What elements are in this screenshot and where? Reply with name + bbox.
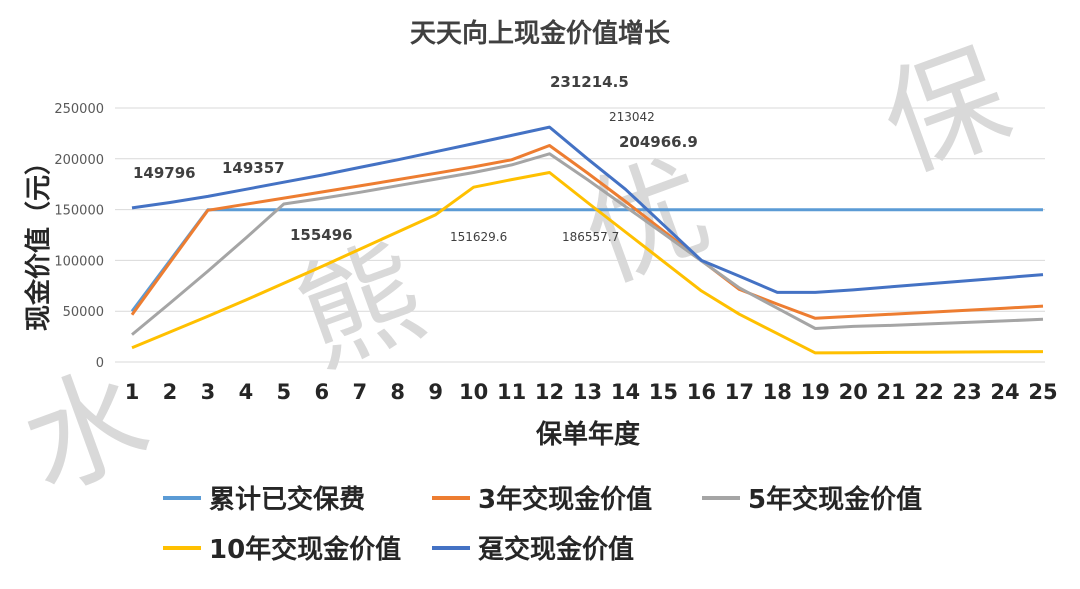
x-tick-label: 8 bbox=[390, 380, 405, 404]
legend-label: 3年交现金价值 bbox=[478, 484, 652, 515]
y-tick-label: 0 bbox=[96, 356, 104, 371]
y-tick-label: 200000 bbox=[54, 153, 104, 168]
series-line bbox=[130, 144, 1044, 320]
x-tick-label: 1 bbox=[125, 380, 140, 404]
legend-label: 趸交现金价值 bbox=[478, 534, 634, 565]
y-tick-label: 100000 bbox=[54, 254, 104, 269]
watermark-char: 水 bbox=[6, 346, 166, 518]
x-tick-label: 7 bbox=[352, 380, 367, 404]
x-tick-label: 15 bbox=[649, 380, 678, 404]
series-lines bbox=[130, 125, 1044, 355]
x-axis-ticks: 1 2 3 4 5 6 7 8 9 10 11 12 13 14 15 16 17 18 19 20 21 22 23 24 2… bbox=[125, 380, 1058, 404]
watermark: 水熊 优保 bbox=[6, 26, 1026, 518]
x-tick-label: 25 bbox=[1028, 380, 1057, 404]
data-label: 204966.9 bbox=[619, 133, 698, 151]
legend-label: 5年交现金价值 bbox=[748, 484, 922, 515]
x-tick-label: 24 bbox=[990, 380, 1019, 404]
x-tick-label: 3 bbox=[201, 380, 216, 404]
y-axis-ticks: 0 50000 100000 150000 200000 250000 bbox=[54, 102, 104, 371]
chart-title: 天天向上现金价值增长 bbox=[410, 18, 671, 49]
data-label: 213042 bbox=[609, 110, 655, 124]
y-tick-label: 250000 bbox=[54, 102, 104, 117]
x-tick-label: 14 bbox=[611, 380, 640, 404]
x-tick-label: 13 bbox=[573, 380, 602, 404]
series-line bbox=[131, 171, 1044, 355]
watermark-char: 保 bbox=[866, 26, 1026, 198]
data-label: 231214.5 bbox=[550, 73, 629, 91]
data-label: 186557.7 bbox=[562, 230, 619, 244]
x-tick-label: 19 bbox=[801, 380, 830, 404]
data-label: 149357 bbox=[222, 159, 285, 177]
legend: 累计已交保费 3年交现金价值 5年交现金价值 10年交现金价值 趸交现金价值 bbox=[163, 484, 922, 565]
series-line bbox=[131, 152, 1044, 336]
x-tick-label: 23 bbox=[952, 380, 981, 404]
x-tick-label: 5 bbox=[277, 380, 292, 404]
x-tick-label: 16 bbox=[687, 380, 716, 404]
x-tick-label: 6 bbox=[314, 380, 329, 404]
y-tick-label: 150000 bbox=[54, 204, 104, 219]
x-tick-label: 18 bbox=[763, 380, 792, 404]
x-tick-label: 2 bbox=[163, 380, 178, 404]
watermark-char: 熊 bbox=[281, 221, 441, 393]
data-label: 155496 bbox=[290, 226, 353, 244]
series-line bbox=[131, 125, 1044, 294]
x-tick-label: 11 bbox=[497, 380, 526, 404]
legend-label: 10年交现金价值 bbox=[209, 534, 401, 565]
x-axis-title: 保单年度 bbox=[535, 419, 640, 450]
series-line bbox=[130, 208, 1043, 313]
x-tick-label: 4 bbox=[239, 380, 254, 404]
x-tick-label: 17 bbox=[725, 380, 754, 404]
x-tick-label: 22 bbox=[915, 380, 944, 404]
x-tick-label: 12 bbox=[535, 380, 564, 404]
legend-label: 累计已交保费 bbox=[209, 484, 365, 515]
data-labels: 149796 149357 155496 151629.6 186557.7 213042… bbox=[133, 73, 698, 244]
data-label: 151629.6 bbox=[450, 230, 507, 244]
x-tick-label: 21 bbox=[877, 380, 906, 404]
y-axis-title: 现金价值（元） bbox=[23, 149, 54, 331]
y-tick-label: 50000 bbox=[63, 305, 104, 320]
x-tick-label: 9 bbox=[428, 380, 443, 404]
x-tick-label: 20 bbox=[839, 380, 868, 404]
data-label: 149796 bbox=[133, 164, 196, 182]
x-tick-label: 10 bbox=[459, 380, 488, 404]
